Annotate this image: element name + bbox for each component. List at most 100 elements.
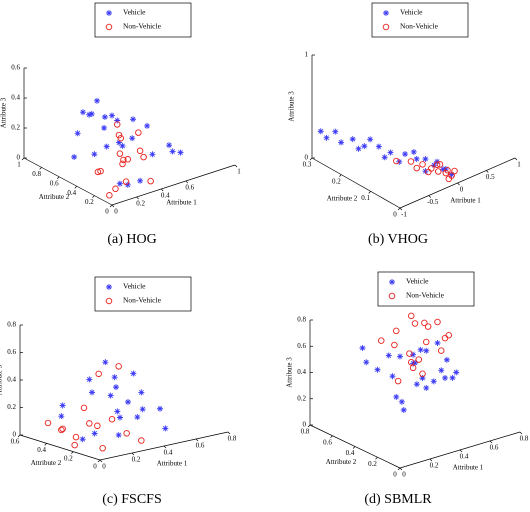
- data-point: [363, 359, 370, 366]
- x-tick-label: 0.8: [520, 435, 529, 443]
- y-tick-label: 0.8: [301, 428, 310, 436]
- data-point: [419, 161, 426, 168]
- data-point: [408, 312, 415, 320]
- y-tick: [71, 451, 74, 454]
- z-tick-label: 0.6: [11, 64, 20, 72]
- x-tick-label: 0: [114, 208, 118, 216]
- data-point: [169, 148, 176, 155]
- data-point: [361, 143, 368, 150]
- x-axis-label: Attribute 1: [166, 199, 197, 207]
- x-tick-label: 0: [460, 186, 464, 194]
- data-point: [95, 370, 102, 378]
- y-tick: [309, 157, 313, 161]
- x-tick: [99, 459, 103, 463]
- data-point: [122, 178, 130, 185]
- data-point: [449, 374, 456, 381]
- data-point: [58, 413, 65, 420]
- x-tick-label: 0.2: [136, 200, 145, 208]
- z-tick-label: 0.2: [297, 394, 306, 402]
- data-point: [393, 157, 400, 165]
- data-point: [421, 319, 428, 327]
- x-tick: [131, 452, 135, 456]
- data-point: [125, 399, 131, 405]
- x-tick-label: 0.8: [228, 435, 237, 443]
- data-point: [453, 369, 460, 376]
- data-point: [80, 404, 88, 412]
- data-point: [157, 405, 163, 412]
- legend-box: [377, 271, 475, 307]
- y-tick-label: 1: [17, 161, 21, 169]
- y-tick: [307, 424, 311, 428]
- data-point: [72, 433, 80, 441]
- legend-label: Non-Vehicle: [123, 296, 162, 305]
- data-point: [428, 165, 435, 172]
- data-point: [135, 129, 142, 136]
- x-tick-label: 0.6: [196, 442, 205, 450]
- z-axis-label: Attribute 3: [286, 357, 294, 388]
- y-tick-label: 0.2: [85, 198, 94, 206]
- y-tick: [397, 467, 401, 471]
- y-tick: [397, 207, 401, 211]
- data-point: [89, 389, 95, 396]
- data-point: [103, 143, 110, 150]
- y-tick: [44, 443, 47, 446]
- data-point: [58, 426, 65, 434]
- data-point: [423, 384, 430, 391]
- data-point: [410, 351, 417, 358]
- data-point: [417, 346, 424, 353]
- legend-box: [371, 2, 469, 38]
- data-point: [149, 151, 156, 158]
- data-point: [378, 337, 385, 344]
- data-point: [101, 114, 108, 120]
- x-tick-label: 0.5: [486, 173, 495, 181]
- data-point: [409, 364, 417, 372]
- x-tick: [489, 440, 493, 444]
- caption: (d) SBMLR: [364, 492, 432, 507]
- y-tick-label: 0.4: [346, 449, 355, 457]
- data-point: [116, 150, 124, 157]
- x-tick: [457, 182, 460, 186]
- z-tick-label: 0.4: [11, 94, 20, 102]
- data-point: [59, 402, 66, 409]
- z-tick-label: 0.8: [297, 316, 306, 324]
- data-point: [113, 121, 121, 128]
- legend-marker: [388, 292, 396, 300]
- data-point: [147, 177, 154, 185]
- legend-marker: [105, 297, 113, 305]
- y-tick-label: 0.4: [37, 446, 46, 454]
- data-point: [115, 363, 122, 370]
- y-tick-label: 0.2: [332, 177, 341, 185]
- data-point: [423, 347, 430, 354]
- y-axis-label: Attribute 2: [39, 193, 70, 201]
- data-point: [413, 164, 420, 172]
- x-tick-label: 0.4: [161, 192, 170, 200]
- y-tick-label: 0: [105, 208, 109, 216]
- x-tick: [519, 431, 523, 435]
- caption: (b) VHOG: [368, 232, 428, 247]
- data-point: [413, 155, 420, 162]
- data-point: [117, 414, 123, 421]
- data-point: [422, 155, 429, 162]
- data-point: [44, 419, 52, 427]
- data-point: [406, 350, 413, 357]
- data-point: [445, 332, 453, 339]
- data-point: [166, 142, 173, 149]
- y-tick-label: 0.2: [368, 460, 377, 468]
- y-axis: [23, 157, 113, 206]
- data-point: [99, 444, 106, 452]
- y-tick: [92, 195, 95, 198]
- data-point: [425, 168, 432, 176]
- data-point: [419, 370, 426, 378]
- data-point: [106, 192, 113, 199]
- data-point: [119, 142, 126, 149]
- data-point: [317, 128, 324, 135]
- z-tick-label: 0: [17, 154, 21, 162]
- legend-marker: [382, 23, 390, 31]
- data-point: [144, 122, 151, 129]
- x-tick: [399, 207, 403, 211]
- data-point: [94, 97, 100, 104]
- z-tick-label: 0.6: [297, 342, 306, 350]
- data-point: [130, 370, 137, 377]
- data-point: [94, 422, 101, 430]
- z-tick-label: 0.4: [7, 376, 16, 384]
